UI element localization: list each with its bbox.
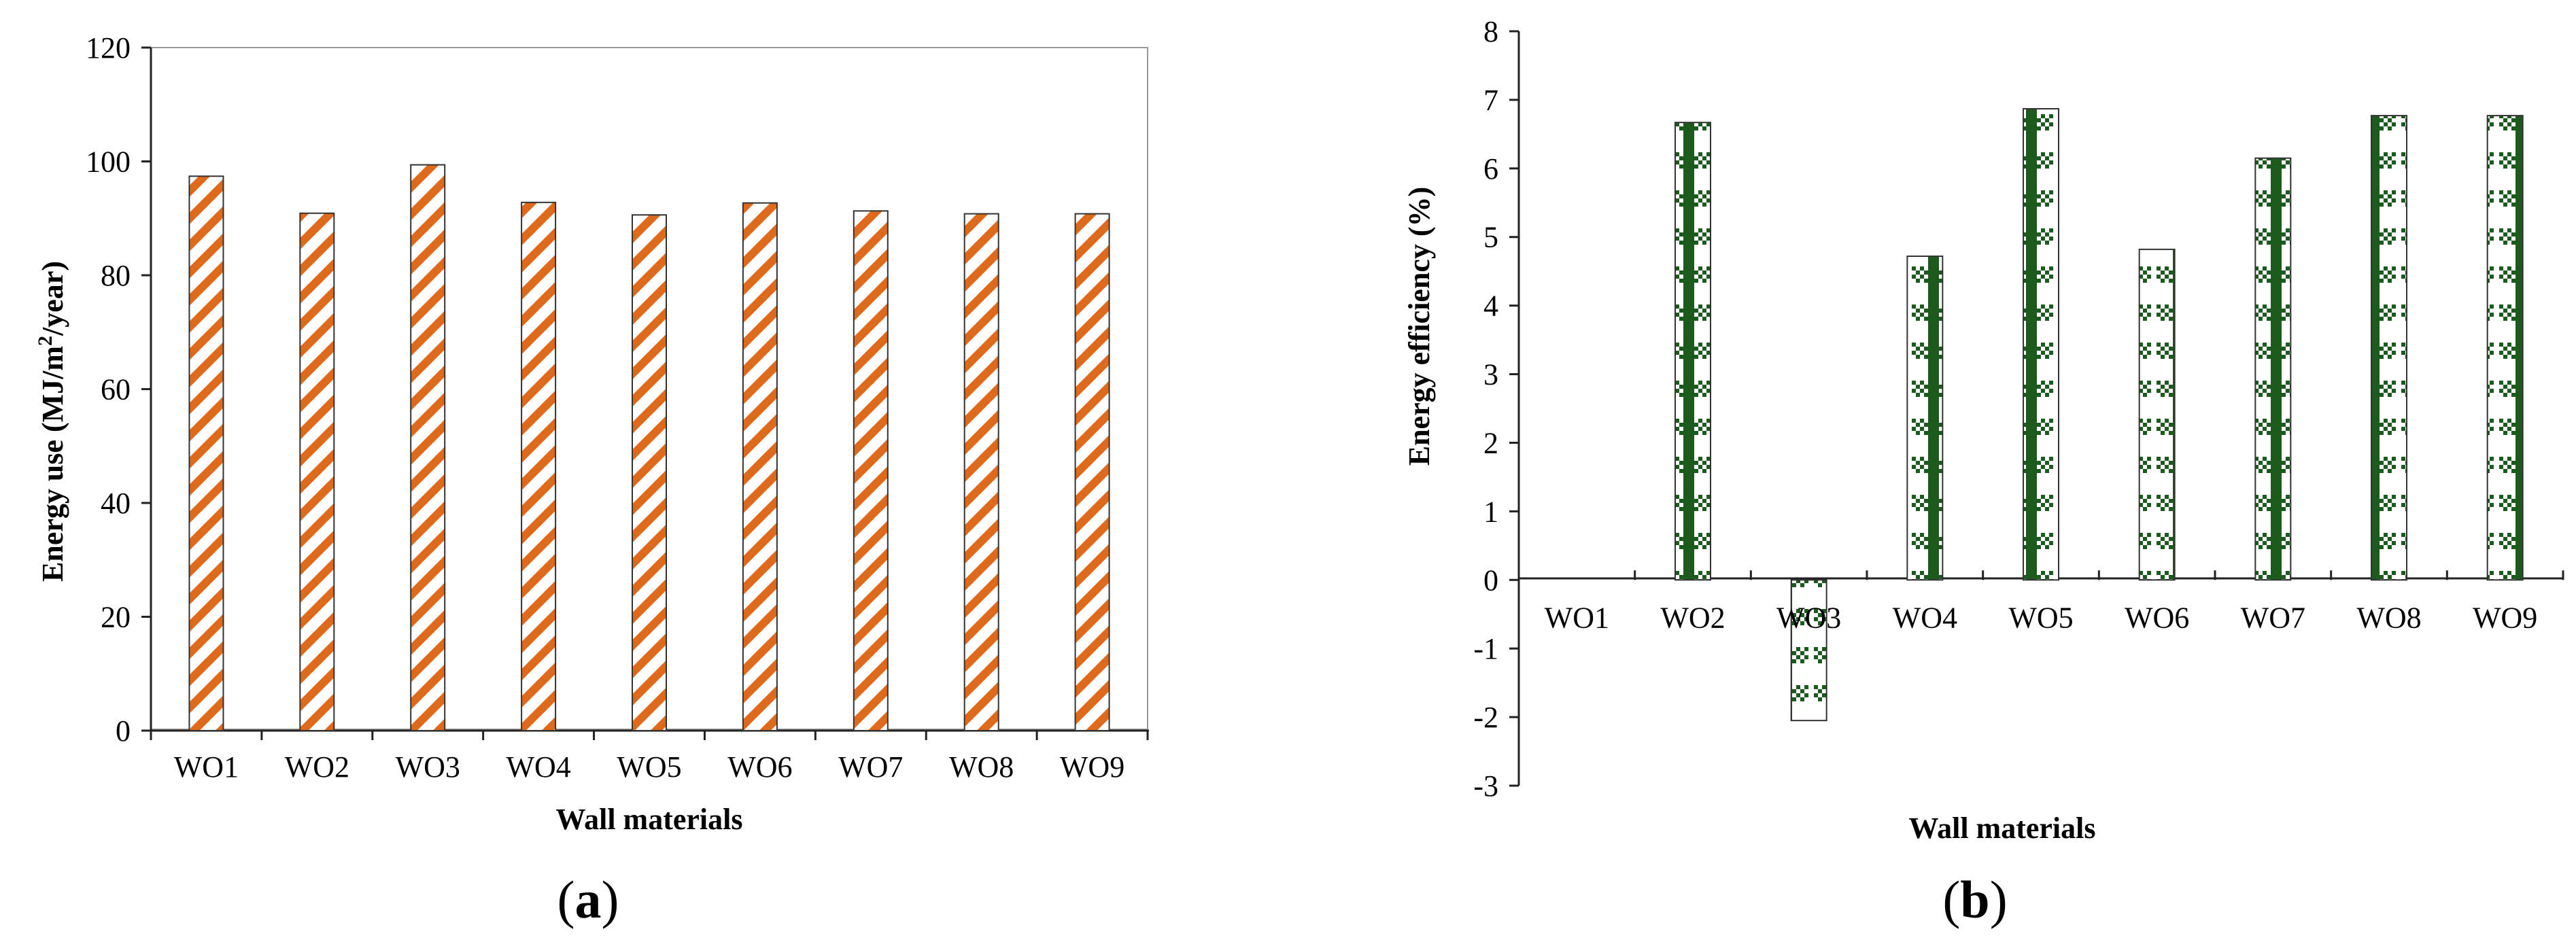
x-tick-label: WO7 bbox=[2241, 601, 2305, 634]
bar-wo9 bbox=[2486, 115, 2524, 581]
x-tick-label: WO8 bbox=[949, 750, 1014, 784]
y-axis-title-b: Energy efficiency (%) bbox=[1403, 187, 1436, 466]
bars-a bbox=[188, 164, 1110, 732]
bars-b bbox=[1675, 108, 2524, 722]
y-tick-label: 3 bbox=[1483, 358, 1498, 391]
x-tick-label: WO6 bbox=[727, 750, 792, 784]
y-tick-label: 1 bbox=[1483, 495, 1498, 528]
x-tick-label: WO2 bbox=[1660, 601, 1725, 634]
y-ticks-a: 0 20 40 60 80 100 120 bbox=[86, 31, 151, 748]
y-tick-label: -2 bbox=[1473, 701, 1498, 734]
x-tick-label: WO4 bbox=[1893, 601, 1957, 634]
bar-wo2 bbox=[1675, 122, 1711, 581]
bar-wo7 bbox=[2254, 157, 2292, 581]
x-tick-label: WO6 bbox=[2125, 601, 2189, 634]
y-tick-label: -3 bbox=[1473, 769, 1498, 803]
y-tick-label: 20 bbox=[101, 601, 131, 634]
bar-wo8 bbox=[2371, 115, 2407, 581]
y-tick-label: 7 bbox=[1483, 84, 1498, 117]
x-axis-title-b: Wall materials bbox=[1909, 812, 2096, 845]
x-tick-label: WO9 bbox=[2473, 601, 2537, 634]
bar-wo7 bbox=[853, 210, 889, 731]
energy-efficiency-chart: -3 -2 -1 0 1 2 3 4 5 6 7 8 WO1 WO2 WO3 WO4 WO5 WO6 WO7 WO8… bbox=[1403, 15, 2564, 929]
x-tick-labels-a: WO1 WO2 WO3 WO4 WO5 WO6 WO7 WO8 WO9 bbox=[174, 750, 1124, 784]
x-tick-label: WO5 bbox=[617, 750, 681, 784]
y-tick-label: 0 bbox=[116, 714, 131, 748]
x-tick-label: WO2 bbox=[285, 750, 349, 784]
bar-wo5 bbox=[2023, 108, 2059, 581]
y-tick-label: 2 bbox=[1483, 426, 1498, 459]
x-tick-labels-b: WO1 WO2 WO3 WO4 WO5 WO6 WO7 WO8 WO9 bbox=[1545, 601, 2538, 634]
bar-wo4 bbox=[1906, 255, 1944, 581]
y-tick-label: 80 bbox=[101, 259, 131, 292]
x-ticks-b bbox=[1517, 570, 2564, 580]
panel-label-a: (a) bbox=[557, 870, 619, 929]
panel-label-b: (b) bbox=[1942, 870, 2007, 929]
x-tick-label: WO1 bbox=[174, 750, 239, 784]
bar-wo6 bbox=[742, 202, 778, 731]
x-axis-title-a: Wall materials bbox=[556, 803, 743, 836]
y-tick-label: 5 bbox=[1483, 221, 1498, 254]
y-axis-title-a: Energy use (MJ/m2/year) bbox=[34, 261, 69, 582]
energy-use-chart: 0 20 40 60 80 100 120 WO1 WO2 WO3 WO4 WO5 WO6 WO7 WO8… bbox=[34, 31, 1149, 929]
y-tick-label: 120 bbox=[86, 31, 131, 65]
x-ticks-a bbox=[150, 731, 1149, 740]
x-tick-label: WO9 bbox=[1060, 750, 1124, 784]
y-tick-label: 0 bbox=[1483, 563, 1498, 597]
x-tick-label: WO1 bbox=[1545, 601, 1609, 634]
x-tick-label: WO8 bbox=[2356, 601, 2421, 634]
x-tick-label: WO5 bbox=[2008, 601, 2073, 634]
bar-wo6 bbox=[2138, 248, 2176, 581]
y-tick-label: 40 bbox=[101, 487, 131, 520]
bar-wo1 bbox=[188, 175, 224, 731]
bar-wo5 bbox=[632, 214, 667, 732]
bar-wo3 bbox=[410, 164, 446, 731]
bar-wo3 bbox=[1790, 579, 1827, 722]
y-tick-label: 100 bbox=[86, 145, 131, 179]
bar-wo8 bbox=[963, 213, 999, 731]
x-tick-label: WO3 bbox=[396, 750, 460, 784]
x-tick-label: WO7 bbox=[838, 750, 903, 784]
y-tick-label: 4 bbox=[1483, 290, 1498, 323]
y-ticks-b: -3 -2 -1 0 1 2 3 4 5 6 7 8 bbox=[1473, 15, 1519, 803]
y-tick-label: 60 bbox=[101, 373, 131, 406]
bar-wo9 bbox=[1074, 213, 1110, 731]
bar-wo2 bbox=[299, 212, 335, 731]
y-tick-label: -1 bbox=[1473, 632, 1498, 665]
x-tick-label: WO4 bbox=[506, 750, 570, 784]
y-tick-label: 8 bbox=[1483, 15, 1498, 48]
x-tick-label: WO3 bbox=[1776, 601, 1841, 634]
y-tick-label: 6 bbox=[1483, 152, 1498, 186]
bar-wo4 bbox=[521, 201, 557, 731]
